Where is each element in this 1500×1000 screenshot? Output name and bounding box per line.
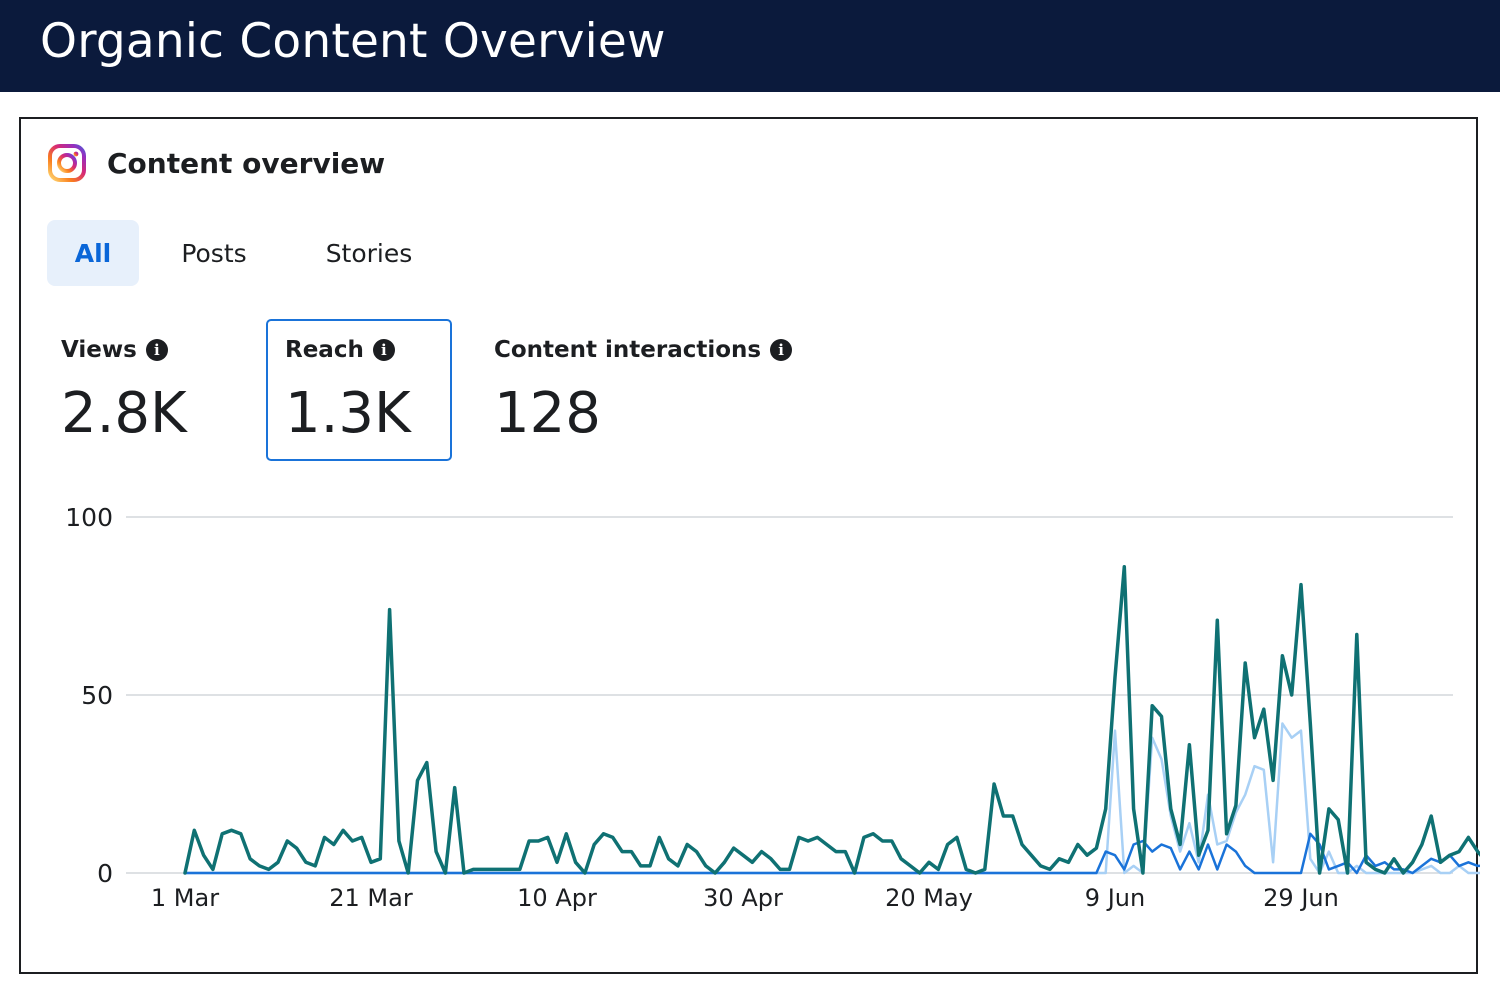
metric-views-label-row: Views i [61,337,168,363]
x-tick-label: 1 Mar [151,884,219,912]
metric-interactions-label-row: Content interactions i [494,337,793,363]
metric-reach[interactable]: Reach i 1.3K [266,319,452,461]
page-title: Organic Content Overview [40,14,666,69]
info-icon[interactable]: i [372,339,395,361]
metric-interactions-value: 128 [494,381,601,446]
instagram-icon [48,144,86,182]
series-line-faint [183,722,1480,875]
x-tick-label: 29 Jun [1263,884,1339,912]
x-tick-label: 21 Mar [329,884,413,912]
y-tick-label: 0 [97,859,113,888]
metric-content-interactions[interactable]: Content interactions i 128 [494,319,894,461]
series-line-secondary [183,832,1480,875]
x-tick-label: 9 Jun [1085,884,1145,912]
series-line-main [183,565,1480,875]
tab-all[interactable]: All [47,220,139,286]
card-title: Content overview [107,146,386,180]
metric-views-label: Views [61,337,137,363]
content-type-tabs: All Posts Stories [47,220,449,286]
tab-stories[interactable]: Stories [325,238,413,268]
tab-posts[interactable]: Posts [181,238,247,268]
metric-reach-label: Reach [285,337,364,363]
x-tick-label: 30 Apr [703,884,783,912]
metric-reach-label-row: Reach i [285,337,395,363]
card-header: Content overview [47,143,385,183]
info-icon[interactable]: i [770,339,793,361]
y-tick-label: 100 [65,503,113,532]
x-tick-label: 10 Apr [517,884,597,912]
x-tick-label: 20 May [885,884,973,912]
metric-interactions-label: Content interactions [494,337,762,363]
content-overview-card: Content overview All Posts Stories Views… [19,117,1480,974]
metric-reach-value: 1.3K [285,381,411,446]
y-tick-label: 50 [81,681,113,710]
metric-views-value: 2.8K [61,381,187,446]
info-icon[interactable]: i [145,339,168,361]
metric-views[interactable]: Views i 2.8K [61,319,261,461]
page-banner: Organic Content Overview [0,0,1500,92]
